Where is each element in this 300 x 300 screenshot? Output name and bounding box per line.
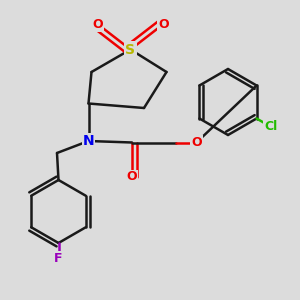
Text: O: O <box>158 17 169 31</box>
Text: O: O <box>127 170 137 184</box>
Text: N: N <box>83 134 94 148</box>
Text: F: F <box>54 251 63 265</box>
Text: O: O <box>92 17 103 31</box>
Text: Cl: Cl <box>264 120 278 133</box>
Text: O: O <box>191 136 202 149</box>
Text: S: S <box>125 43 136 56</box>
